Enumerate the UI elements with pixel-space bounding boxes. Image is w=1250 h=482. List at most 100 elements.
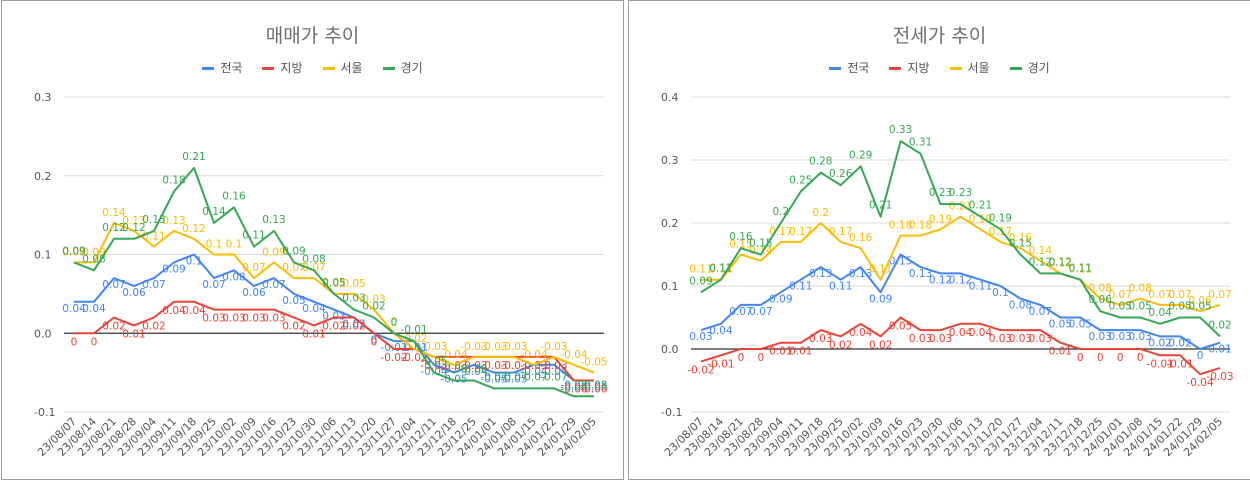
data-label: 0.12 [929,274,952,286]
data-label: 0.07 [102,279,125,291]
data-label: 0.13 [262,214,285,226]
data-label: 0.26 [829,168,853,180]
data-label: 0.03 [1109,331,1132,343]
data-label: 0.02 [1148,337,1171,349]
data-label: 0.15 [1009,238,1032,250]
data-label: 0 [71,336,78,348]
data-label: -0.05 [480,374,507,386]
y-tick-label: 0.1 [34,249,52,262]
data-label: 0 [1137,352,1144,364]
data-label: 0.06 [122,287,146,299]
data-label: 0.11 [242,230,265,242]
data-label: 0.19 [969,213,992,225]
data-label: 0.23 [949,187,972,199]
data-label: -0.05 [580,357,607,369]
data-label: 0.03 [809,333,832,345]
data-label: 0.16 [222,190,246,202]
data-label: 0.15 [889,256,912,268]
legend-item: 지방 [262,59,303,76]
legend-swatch [202,67,215,70]
y-tick-label: 0.0 [661,343,679,356]
data-label: 0.05 [1188,301,1211,313]
legend-label: 서울 [340,61,363,75]
data-label: 0.03 [909,333,932,345]
data-label: 0.02 [342,321,365,333]
legend-swatch [889,67,902,70]
data-label: -0.06 [560,384,587,396]
data-label: 0.09 [82,246,105,258]
data-label: -0.05 [420,356,447,368]
data-label: 0.11 [789,281,812,293]
data-label: -0.02 [687,365,714,377]
series-line-4 [73,166,594,398]
data-label: 0.04 [849,327,873,339]
data-label: 0.15 [749,238,772,250]
data-label: 0.07 [729,306,752,318]
data-label: 0.07 [1148,289,1171,301]
data-label: -0.03 [500,360,527,372]
data-label: 0.01 [1049,346,1072,358]
data-label: -0.07 [500,371,527,383]
y-tick-label: 0.2 [661,217,679,230]
data-label: -0.07 [520,371,547,383]
data-label: 0.09 [769,293,792,305]
legend-label: 전국 [220,61,243,75]
data-label: 0.11 [709,263,732,275]
data-label: 0.13 [162,215,185,227]
data-label: 0.01 [789,346,812,358]
data-label: 0.03 [342,293,365,305]
data-label: 0.03 [929,333,952,345]
data-label: 0.12 [1029,256,1052,268]
data-label: -0.04 [560,349,587,361]
legend-swatch [322,67,335,70]
data-label: 0.08 [1128,283,1151,295]
chart-panel-jeonse: 전세가 추이 전국 지방 서울 경기 -0.1 0.0 0.1 0.2 0.3 0.4 23/08… [628,0,1250,480]
data-label: -0.02 [380,352,407,364]
data-label: 0 [371,334,378,346]
data-label: 0.04 [62,303,86,315]
data-label: 0.23 [929,187,952,199]
data-label: -0.07 [480,371,507,383]
data-label: 0.33 [889,124,912,136]
data-label: -0.04 [540,366,567,378]
data-label: 0.03 [262,313,285,325]
data-label: 0.29 [849,149,872,161]
data-label: 0.13 [809,268,832,280]
data-label: 0.03 [222,313,245,325]
data-label: 0.15 [729,239,752,251]
legend-item: 전국 [202,59,242,76]
data-label: 0.05 [1128,301,1151,313]
data-label: -0.07 [540,371,567,383]
data-label: 0.18 [909,220,932,232]
data-label: 0.03 [989,333,1012,345]
data-label: 0.02 [829,339,852,351]
legend-label: 지방 [907,61,930,75]
data-label: 0.03 [362,294,385,306]
data-label: 0.17 [769,226,792,238]
data-label: 0.13 [122,215,145,227]
data-label: 0.01 [1208,344,1231,356]
data-label: 0.04 [82,303,106,315]
chart-title: 전세가 추이 [892,25,987,47]
y-tick-label: -0.1 [34,406,55,419]
legend-item: 경기 [382,59,423,76]
data-label: 0 [1197,350,1204,362]
data-label: 0.09 [869,293,892,305]
data-label: 0.05 [1168,301,1191,313]
legend-item: 서울 [322,59,363,76]
data-label: 0.19 [989,212,1012,224]
data-label: 0.07 [1208,289,1231,301]
data-label: 0.07 [302,262,325,274]
data-label: 0.11 [689,264,712,276]
data-label: 0.28 [809,156,832,168]
data-label: 0.03 [242,313,265,325]
data-label: 0.11 [709,264,732,276]
data-label: 0.25 [789,175,812,187]
y-tick-label: 0.2 [34,170,52,183]
legend-swatch [262,67,275,70]
chart-plot-jeonse: -0.10.00.10.20.30.423/08/0723/08/1423/08… [661,91,1234,459]
data-label: -0.01 [1167,358,1194,370]
data-label: 0.07 [242,262,265,274]
data-label: 0.02 [362,301,385,313]
legend-label: 지방 [280,61,303,75]
